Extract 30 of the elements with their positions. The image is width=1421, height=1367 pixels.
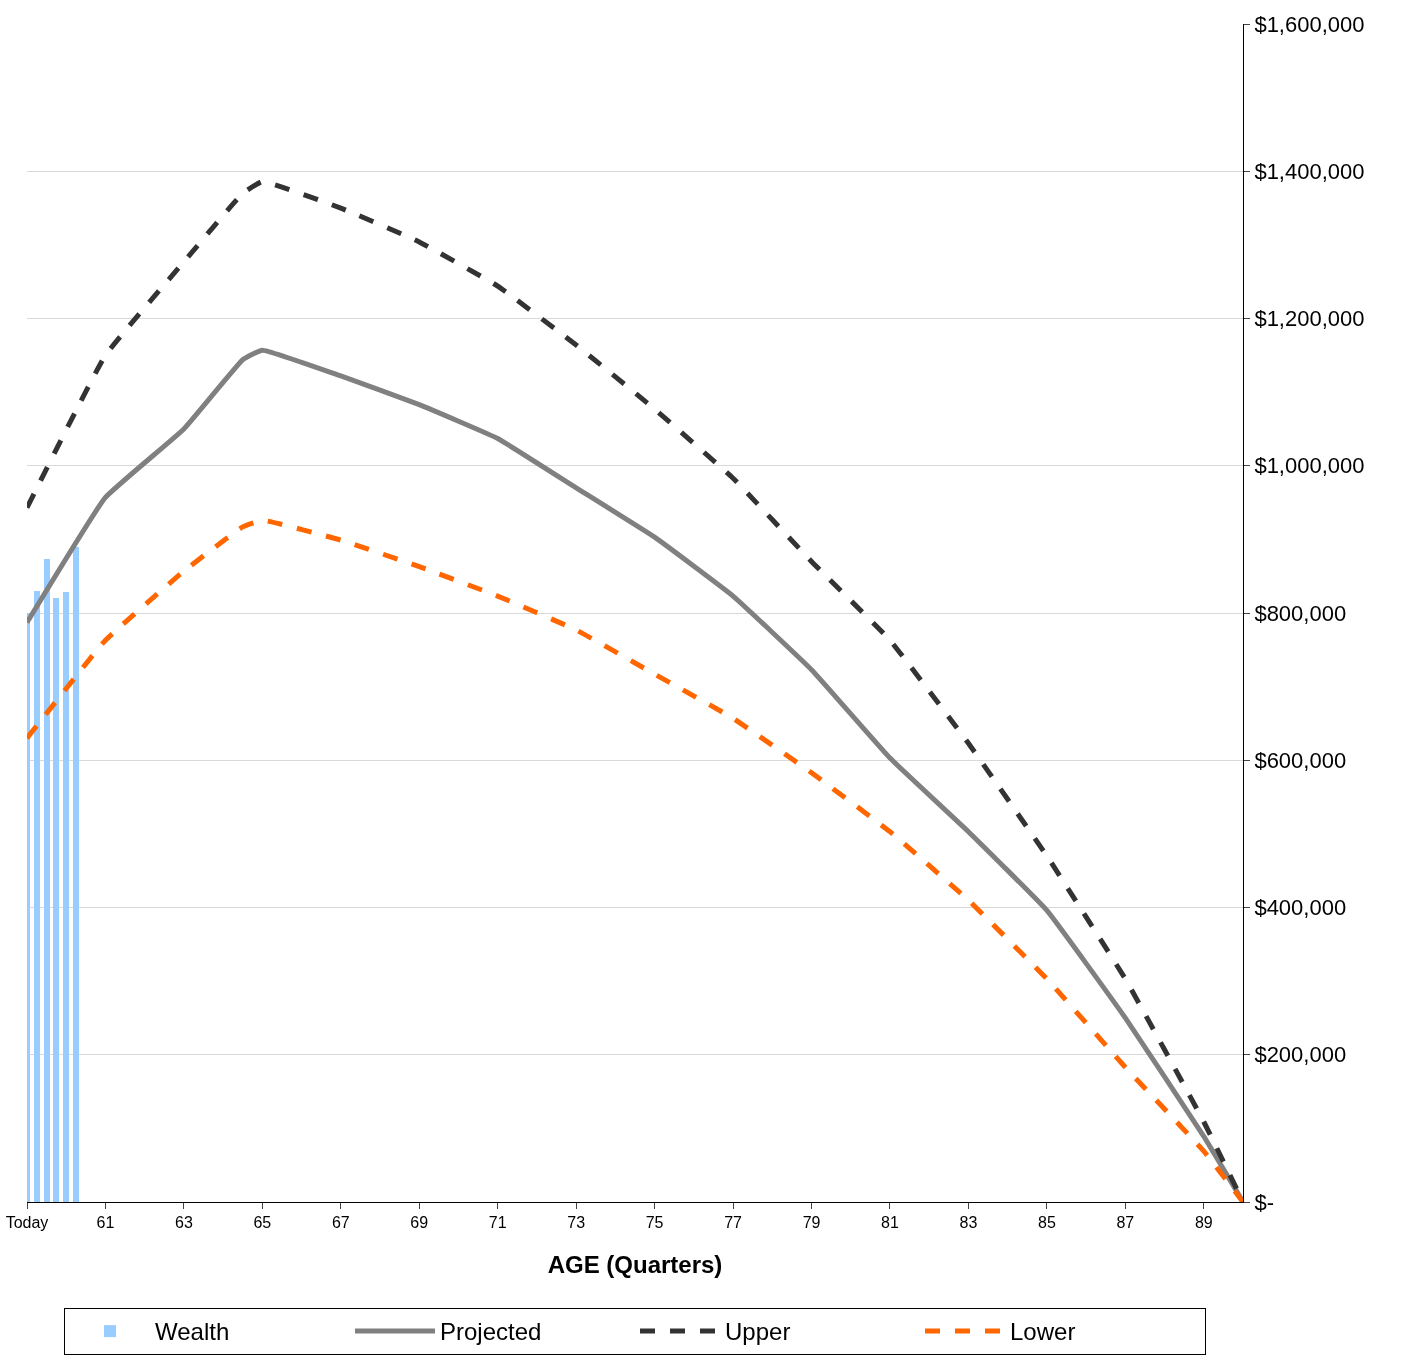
y-tick-label: $800,000 — [1254, 600, 1347, 626]
x-tick-label: 83 — [959, 1214, 978, 1232]
x-tick-label: Today — [5, 1214, 49, 1232]
x-tick-label: 63 — [175, 1214, 193, 1232]
legend-label: Wealth — [155, 1318, 230, 1346]
x-tick-label: 67 — [331, 1214, 350, 1232]
y-tick-label: $- — [1254, 1189, 1274, 1215]
x-tick-label: 81 — [881, 1214, 899, 1232]
x-axis-title: AGE (Quarters) — [547, 1250, 723, 1278]
y-tick-label: $1,000,000 — [1254, 453, 1365, 479]
x-tick-label: 65 — [253, 1214, 272, 1232]
legend-label: Projected — [440, 1318, 542, 1346]
x-tick-label: 77 — [724, 1214, 743, 1232]
y-tick-label: $1,200,000 — [1254, 306, 1365, 332]
y-tick-label: $600,000 — [1254, 747, 1347, 773]
legend-label: Lower — [1010, 1318, 1076, 1346]
x-tick-label: 85 — [1037, 1214, 1056, 1232]
y-tick-label: $1,600,000 — [1254, 11, 1365, 37]
x-tick-label: 87 — [1116, 1214, 1135, 1232]
y-tick-label: $400,000 — [1254, 895, 1347, 921]
x-tick-label: 79 — [802, 1214, 821, 1232]
y-tick-label: $200,000 — [1254, 1042, 1347, 1068]
x-tick-label: 71 — [488, 1214, 507, 1232]
x-tick-label: 75 — [645, 1214, 664, 1232]
legend-label: Upper — [725, 1318, 791, 1346]
x-tick-label: 69 — [410, 1214, 429, 1232]
x-tick-label: 61 — [96, 1214, 115, 1232]
x-tick-label: 89 — [1194, 1214, 1213, 1232]
x-tick-label: 73 — [567, 1214, 586, 1232]
y-tick-label: $1,400,000 — [1254, 158, 1365, 184]
